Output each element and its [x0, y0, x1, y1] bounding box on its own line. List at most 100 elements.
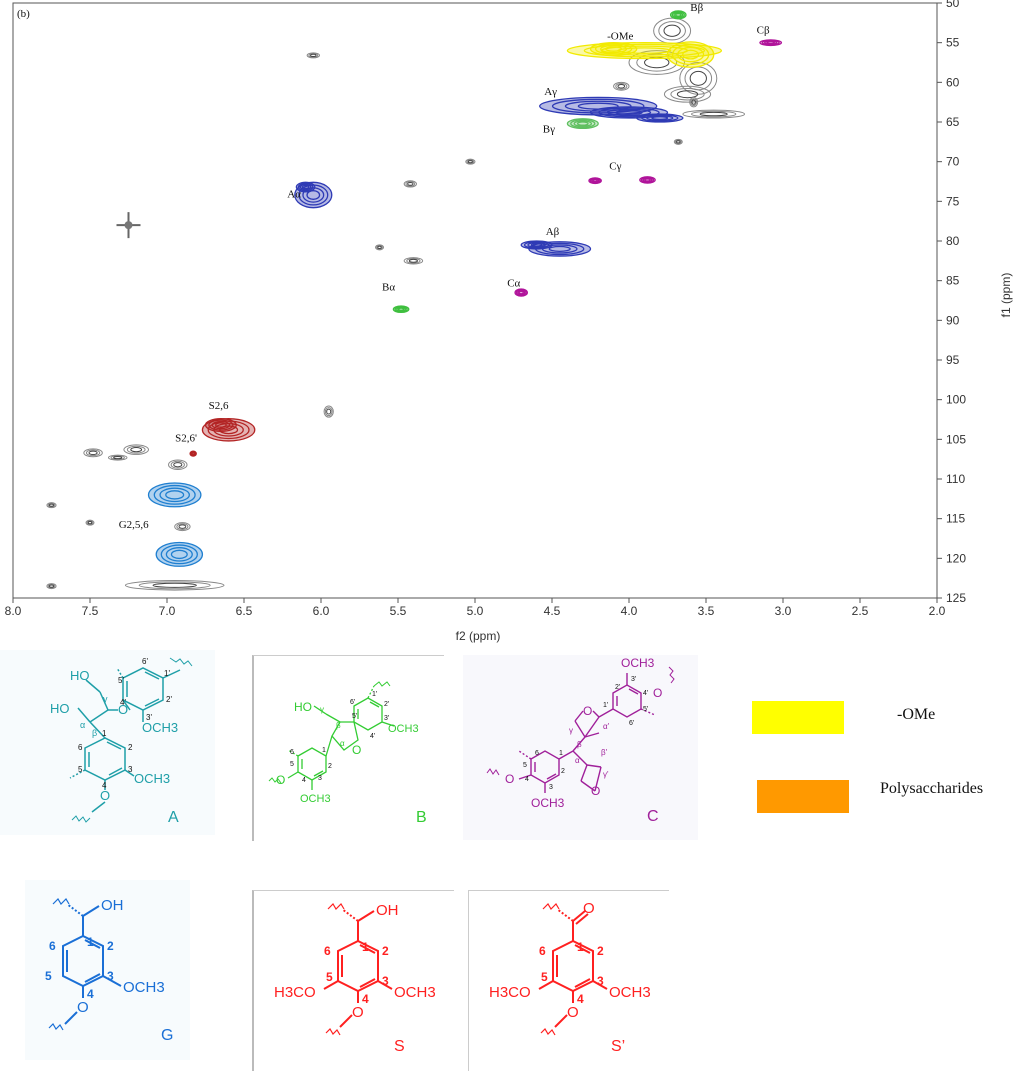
signal-contour-Cα — [518, 290, 524, 295]
y-tick-label: 105 — [946, 432, 966, 446]
structure-s: OH H3CO OCH3 O 1 2 3 4 5 6 S — [252, 890, 454, 1071]
g-och3: OCH3 — [123, 979, 165, 996]
x-tick-label: 6.0 — [313, 604, 330, 618]
signal-contour-G2,5,6 — [160, 544, 198, 565]
signal-contour-Aγ — [615, 109, 643, 116]
a-ho-alpha: HO — [50, 701, 70, 716]
y-tick-label: 65 — [946, 115, 960, 129]
grey-contour — [636, 53, 678, 72]
signal-contour--OMe — [583, 43, 706, 58]
signal-contour-Bβ — [671, 11, 685, 19]
c-p6: 6' — [629, 720, 634, 727]
a-beta: β — [92, 728, 97, 738]
b-ho: HO — [294, 700, 312, 714]
s-n6: 6 — [324, 944, 331, 958]
grey-contour — [663, 24, 681, 37]
b-beta: β — [336, 721, 341, 730]
a-ho-top: HO — [70, 668, 90, 683]
grey-contour — [86, 520, 94, 525]
grey-contour — [673, 138, 683, 145]
x-tick-label: 4.5 — [544, 604, 561, 618]
g-n1: 1 — [87, 935, 94, 949]
c-o-bottom: O — [591, 784, 600, 798]
c-o-left: O — [505, 772, 514, 786]
signal-contour-Aα — [299, 183, 312, 191]
c-gammap: γ' — [603, 770, 609, 779]
grey-contour — [124, 221, 133, 230]
c-n4: 4 — [525, 776, 529, 783]
a-n5: 5 — [78, 765, 83, 774]
y-tick-label: 80 — [946, 234, 960, 248]
signal-contour-Bγ — [573, 120, 593, 127]
s-h3co: H3CO — [274, 984, 316, 1001]
grey-contour — [323, 405, 334, 418]
structure-g: OH O OCH3 1 2 3 4 5 6 G — [25, 880, 190, 1060]
b-n4: 4 — [302, 777, 306, 784]
b-p4: 4' — [370, 733, 375, 740]
a-p1: 1' — [164, 669, 170, 678]
c-alphap: α' — [603, 722, 610, 731]
s-n4: 4 — [362, 992, 369, 1006]
grey-contour — [88, 450, 98, 456]
c-o-top: O — [583, 704, 592, 718]
signal-label-S2,6: S2,6 — [209, 400, 229, 412]
grey-contour — [467, 160, 473, 164]
structure-label-a: A — [168, 809, 179, 826]
a-p5: 5' — [118, 676, 124, 685]
g-n6: 6 — [49, 939, 56, 953]
s-n2: 2 — [382, 944, 389, 958]
y-tick-label: 110 — [946, 472, 965, 486]
x-tick-label: 2.0 — [929, 604, 946, 618]
grey-contour — [407, 181, 414, 186]
grey-contour — [107, 454, 128, 461]
structure-a-drawing: HO HO O O OCH3 OCH3 γ α β 1 2 3 4 5 6 1'… — [50, 657, 193, 826]
grey-contour — [679, 62, 718, 95]
grey-contour — [113, 455, 123, 460]
grey-contour — [85, 449, 101, 457]
signal-contour-Cα — [515, 289, 527, 297]
grey-contour — [403, 257, 424, 265]
a-n1: 1 — [102, 729, 107, 738]
grey-contour — [689, 96, 699, 108]
x-tick-label: 4.0 — [621, 604, 638, 618]
signal-contour-Aα — [297, 182, 314, 192]
grey-contour — [406, 258, 421, 264]
signal-contour-Aγ — [646, 115, 674, 121]
assigned-contours — [147, 10, 783, 567]
signal-label-Aβ: Aβ — [546, 226, 560, 238]
x-tick-label: 3.0 — [775, 604, 792, 618]
signal-contour-Cβ — [766, 41, 775, 45]
sp-h3co: H3CO — [489, 984, 531, 1001]
legend-swatch-ome — [752, 701, 844, 734]
a-p2: 2' — [166, 695, 172, 704]
s-n1: 1 — [362, 940, 369, 954]
c-betap: β' — [601, 748, 608, 757]
grey-contour — [676, 140, 681, 144]
a-alpha: α — [80, 720, 85, 730]
structure-b-drawing: HO O O OCH3 OCH3 γ β α 1 2 3 4 5 6 1' 2'… — [268, 681, 427, 826]
c-gamma: γ — [569, 726, 573, 735]
signal-contour--OMe — [671, 44, 710, 66]
signal-contour--OMe — [682, 49, 700, 60]
y-tick-label: 100 — [946, 393, 966, 407]
b-n1: 1 — [322, 747, 326, 754]
grey-contour — [173, 462, 183, 468]
a-n6: 6 — [78, 743, 83, 752]
c-n5: 5 — [523, 762, 527, 769]
x-tick-label: 6.5 — [236, 604, 253, 618]
signal-contour--OMe — [666, 41, 715, 68]
grey-contour — [138, 581, 211, 590]
legend-swatch-polysaccharides — [757, 780, 849, 813]
grey-contour — [170, 460, 185, 469]
c-p5: 5' — [643, 706, 648, 713]
signal-contour-G2,5,6 — [155, 541, 204, 567]
grey-contour — [130, 447, 143, 453]
b-och3-bottom: OCH3 — [300, 793, 331, 805]
grey-contour — [47, 583, 56, 589]
signal-label-Cβ: Cβ — [757, 25, 770, 37]
s-oh: OH — [376, 902, 399, 919]
structure-s-drawing: OH H3CO OCH3 O 1 2 3 4 5 6 S — [274, 902, 436, 1055]
c-p1: 1' — [603, 702, 608, 709]
signal-contour-G2,5,6 — [147, 482, 202, 508]
x-axis-title: f2 (ppm) — [456, 629, 501, 643]
